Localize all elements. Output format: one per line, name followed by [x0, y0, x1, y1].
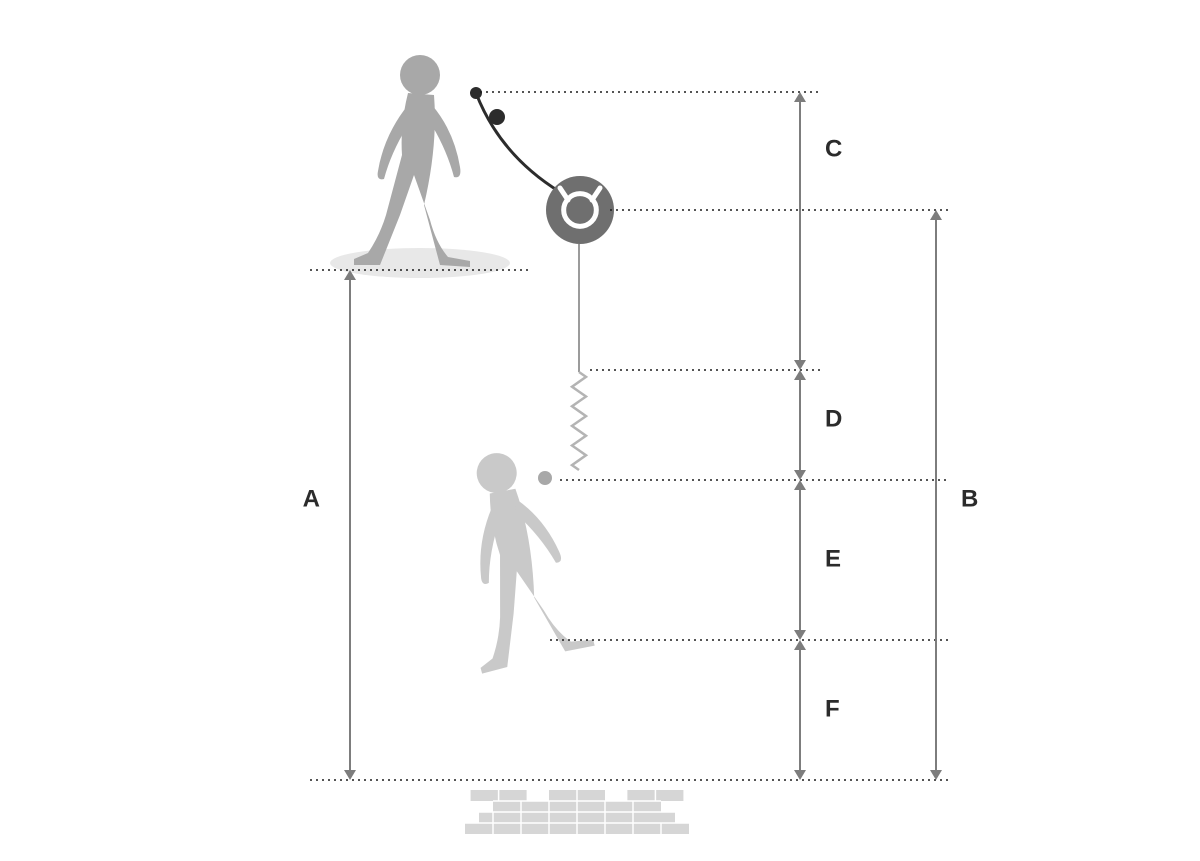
dimension-B	[930, 210, 942, 780]
dimension-A	[344, 270, 356, 780]
dimension-D	[794, 370, 806, 480]
label-E: E	[825, 545, 841, 572]
dimension-C	[794, 92, 806, 370]
anchor-dot-hanging	[538, 471, 552, 485]
label-B: B	[961, 485, 978, 512]
ground-bricks-icon	[465, 790, 689, 834]
anchor-dot-shoulder	[470, 87, 482, 99]
label-C: C	[825, 135, 842, 162]
dimension-F	[794, 640, 806, 780]
human-figure	[354, 55, 470, 267]
lanyard-rope	[476, 93, 560, 192]
fall-arrester-icon	[546, 176, 614, 244]
label-D: D	[825, 405, 842, 432]
label-F: F	[825, 695, 840, 722]
label-A: A	[303, 485, 320, 512]
anchor-dot-mid	[489, 109, 505, 125]
dimension-E	[794, 480, 806, 640]
energy-absorber-icon	[572, 372, 586, 470]
